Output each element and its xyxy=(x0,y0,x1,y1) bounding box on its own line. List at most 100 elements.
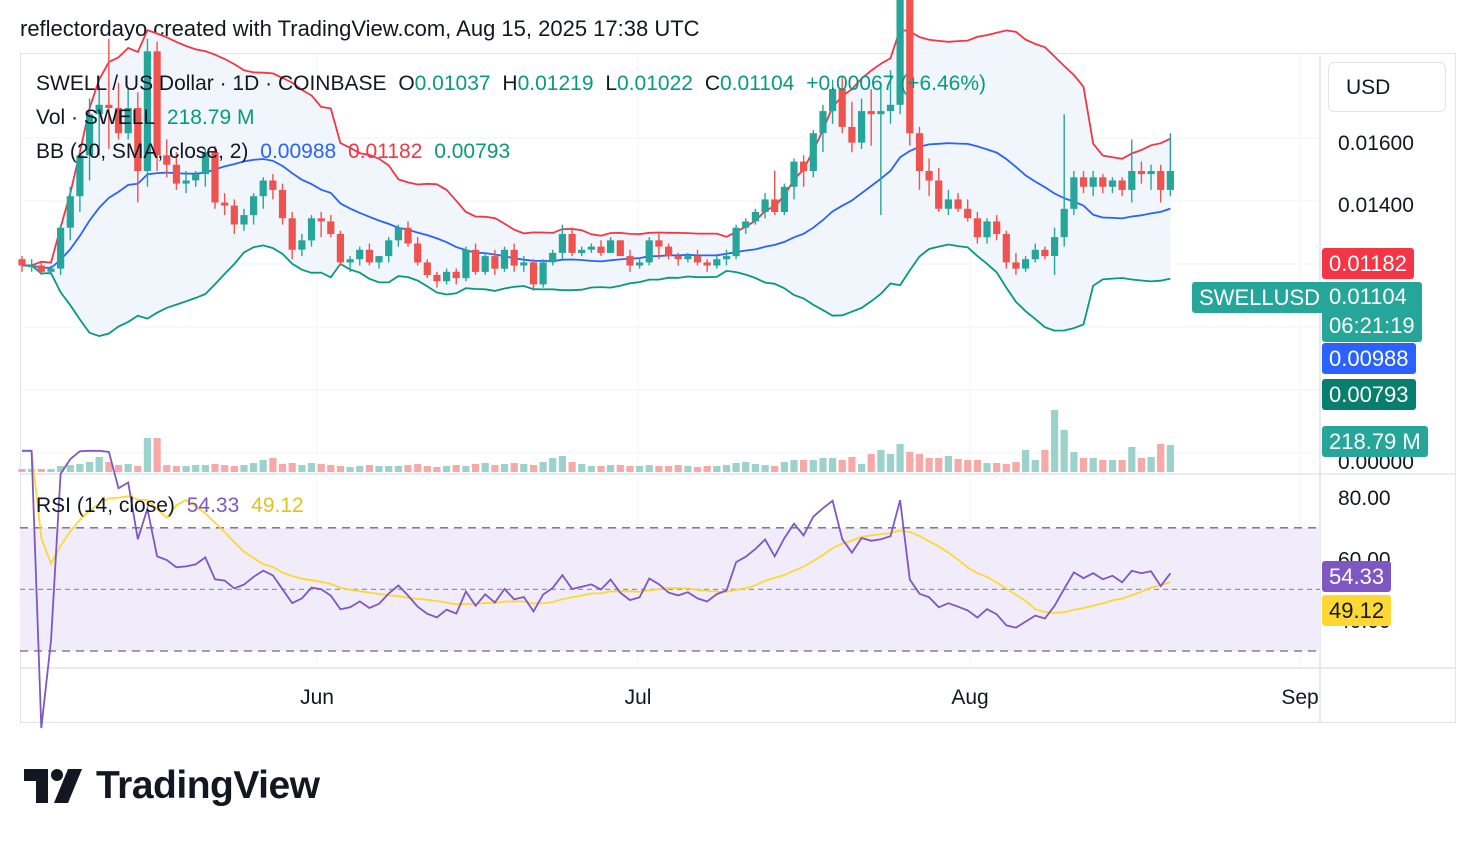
candle-body xyxy=(587,246,595,250)
candle-body xyxy=(954,199,962,209)
candle-body xyxy=(771,199,779,212)
candle-body xyxy=(800,161,808,171)
volume-bar xyxy=(298,465,306,472)
bb-basis-tag: 0.00988 xyxy=(1322,343,1416,374)
volume-bar xyxy=(558,456,566,472)
candle-body xyxy=(1002,234,1010,263)
candle-body xyxy=(37,265,45,272)
candle-body xyxy=(693,256,702,263)
l-label: L xyxy=(605,72,618,95)
bb-lower-value: 0.00793 xyxy=(434,140,511,163)
candle-body xyxy=(269,180,277,190)
volume-bar xyxy=(935,458,943,472)
volume-bar xyxy=(597,466,605,472)
volume-bar xyxy=(954,459,962,472)
candle-body xyxy=(636,262,644,266)
candle-body xyxy=(375,256,383,263)
candle-body xyxy=(1108,180,1117,187)
volume-bar xyxy=(1137,458,1145,472)
candle-body xyxy=(28,265,36,267)
volume-bar xyxy=(549,458,557,472)
volume-bar xyxy=(732,463,740,472)
volume-bar xyxy=(877,450,885,472)
rsi-tag: 54.33 xyxy=(1322,561,1392,592)
chart-frame[interactable] xyxy=(20,53,1456,723)
volume-bar xyxy=(684,466,692,472)
volume-bar xyxy=(1128,447,1136,472)
candle-body xyxy=(327,221,335,234)
volume-bar xyxy=(500,464,509,472)
volume-tag: 218.79 M xyxy=(1322,426,1428,457)
candle-body xyxy=(539,262,547,285)
volume-bar xyxy=(587,466,595,472)
volume-bar xyxy=(307,463,316,472)
volume-bar xyxy=(896,444,904,472)
last-price: 0.01104 xyxy=(1329,284,1407,309)
volume-bar xyxy=(86,462,94,472)
bb-lower-line xyxy=(22,243,1171,338)
candle-body xyxy=(713,259,721,266)
currency-button[interactable]: USD xyxy=(1328,62,1446,112)
candle-body xyxy=(346,259,354,263)
volume-bar xyxy=(221,465,229,472)
candle-body xyxy=(964,208,972,219)
candle-body xyxy=(462,249,470,279)
candle-body xyxy=(211,152,219,203)
candle-body xyxy=(250,196,258,216)
symbol-tag: SWELLUSD xyxy=(1192,282,1328,313)
candle-body xyxy=(819,111,827,134)
volume-bar xyxy=(655,466,663,472)
candle-body xyxy=(66,196,74,228)
candle-body xyxy=(1070,177,1078,209)
volume-bar xyxy=(37,469,45,472)
candle-body xyxy=(76,155,84,197)
candle-body xyxy=(1118,180,1126,190)
volume-bar xyxy=(1166,445,1174,472)
volume-bar xyxy=(616,465,624,472)
bb-lower-tag: 0.00793 xyxy=(1322,379,1416,410)
candle-body xyxy=(1060,208,1068,238)
candle-body xyxy=(221,202,229,206)
volume-value: 218.79 M xyxy=(166,106,255,129)
bb-upper-line xyxy=(22,28,1171,267)
volume-bar xyxy=(761,465,769,472)
candle-body xyxy=(404,227,412,244)
candle-body xyxy=(394,227,402,241)
volume-bar xyxy=(76,464,84,472)
volume-bar xyxy=(1118,460,1126,472)
candle-body xyxy=(134,108,142,171)
price-tick-label: 0.01400 xyxy=(1338,194,1414,217)
candle-body xyxy=(549,252,557,263)
candle-body xyxy=(829,89,837,112)
candle-body xyxy=(230,205,238,225)
volume-bar xyxy=(365,465,373,472)
candle-body xyxy=(1128,171,1136,190)
rsi-tick-label: 80.00 xyxy=(1338,487,1391,510)
volume-bar xyxy=(674,465,682,472)
volume-bar xyxy=(693,467,702,472)
volume-bar xyxy=(211,464,219,472)
candle-body xyxy=(722,256,731,260)
volume-bar xyxy=(452,465,460,472)
volume-bar xyxy=(327,465,335,472)
bb-upper-value: 0.01182 xyxy=(348,140,423,163)
volume-bar xyxy=(809,460,817,472)
volume-bar xyxy=(1002,464,1010,472)
volume-bar xyxy=(182,466,190,472)
volume-bar xyxy=(838,460,846,472)
volume-bar xyxy=(66,465,74,472)
candle-body xyxy=(443,271,451,282)
candle-body xyxy=(86,114,94,156)
legend-rsi: RSI (14, close) 54.33 49.12 xyxy=(36,494,310,518)
candle-body xyxy=(944,199,952,209)
candle-body xyxy=(95,104,103,115)
bb-label: BB (20, SMA, close, 2) xyxy=(36,140,249,163)
candle-body xyxy=(558,234,566,253)
candle-body xyxy=(182,180,190,184)
candle-body xyxy=(520,262,528,266)
volume-bar xyxy=(18,469,26,472)
volume-bar xyxy=(153,438,161,472)
tradingview-logo[interactable]: TradingView xyxy=(24,764,320,808)
c-value: 0.01104 xyxy=(719,72,795,95)
